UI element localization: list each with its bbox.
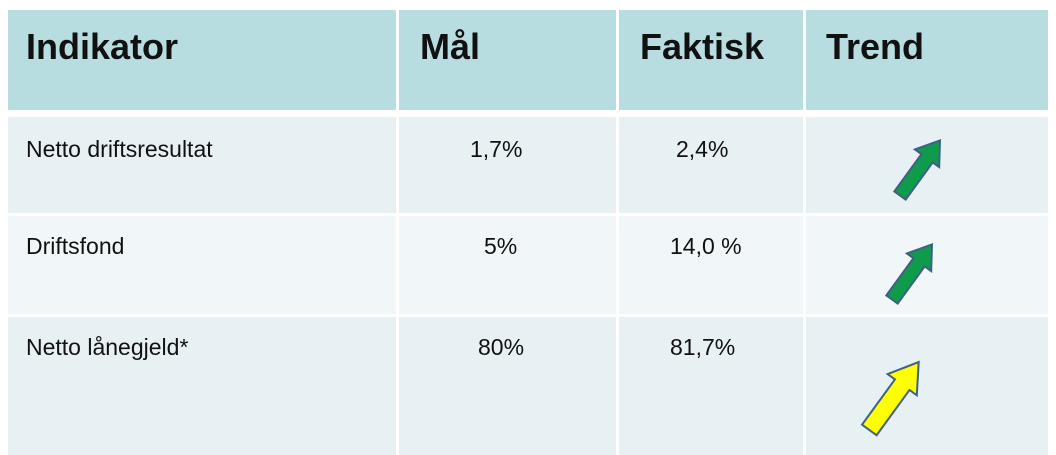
header-text: Faktisk	[640, 26, 765, 67]
row-cell	[806, 317, 1048, 455]
header-cell	[8, 10, 396, 110]
row-cell	[619, 317, 803, 455]
target: 1,7%	[470, 136, 523, 162]
header-cell	[399, 10, 616, 110]
indicator: Netto lånegjeld*	[26, 334, 189, 360]
header-cell	[619, 10, 803, 110]
actual: 2,4%	[676, 136, 729, 162]
indicator: Netto driftsresultat	[26, 136, 213, 162]
row-cell	[8, 317, 396, 455]
header-text: Indikator	[26, 26, 179, 67]
actual: 81,7%	[670, 334, 736, 360]
trend-arrow-up	[860, 360, 920, 437]
target: 80%	[478, 334, 525, 360]
row-cell	[619, 216, 803, 314]
trend-arrow-up	[884, 243, 934, 306]
row-cell	[399, 317, 616, 455]
row-cell	[399, 216, 616, 314]
row-cell	[399, 117, 616, 213]
indicator: Driftsfond	[26, 233, 125, 259]
target: 5%	[484, 233, 518, 259]
header-cell	[806, 10, 1048, 110]
trend-arrow-up	[892, 139, 942, 202]
row-cell	[8, 117, 396, 213]
actual: 14,0 %	[670, 233, 742, 259]
header-text: Mål	[420, 26, 481, 67]
header-text: Trend	[826, 26, 925, 67]
row-cell	[8, 216, 396, 314]
row-cell	[619, 117, 803, 213]
